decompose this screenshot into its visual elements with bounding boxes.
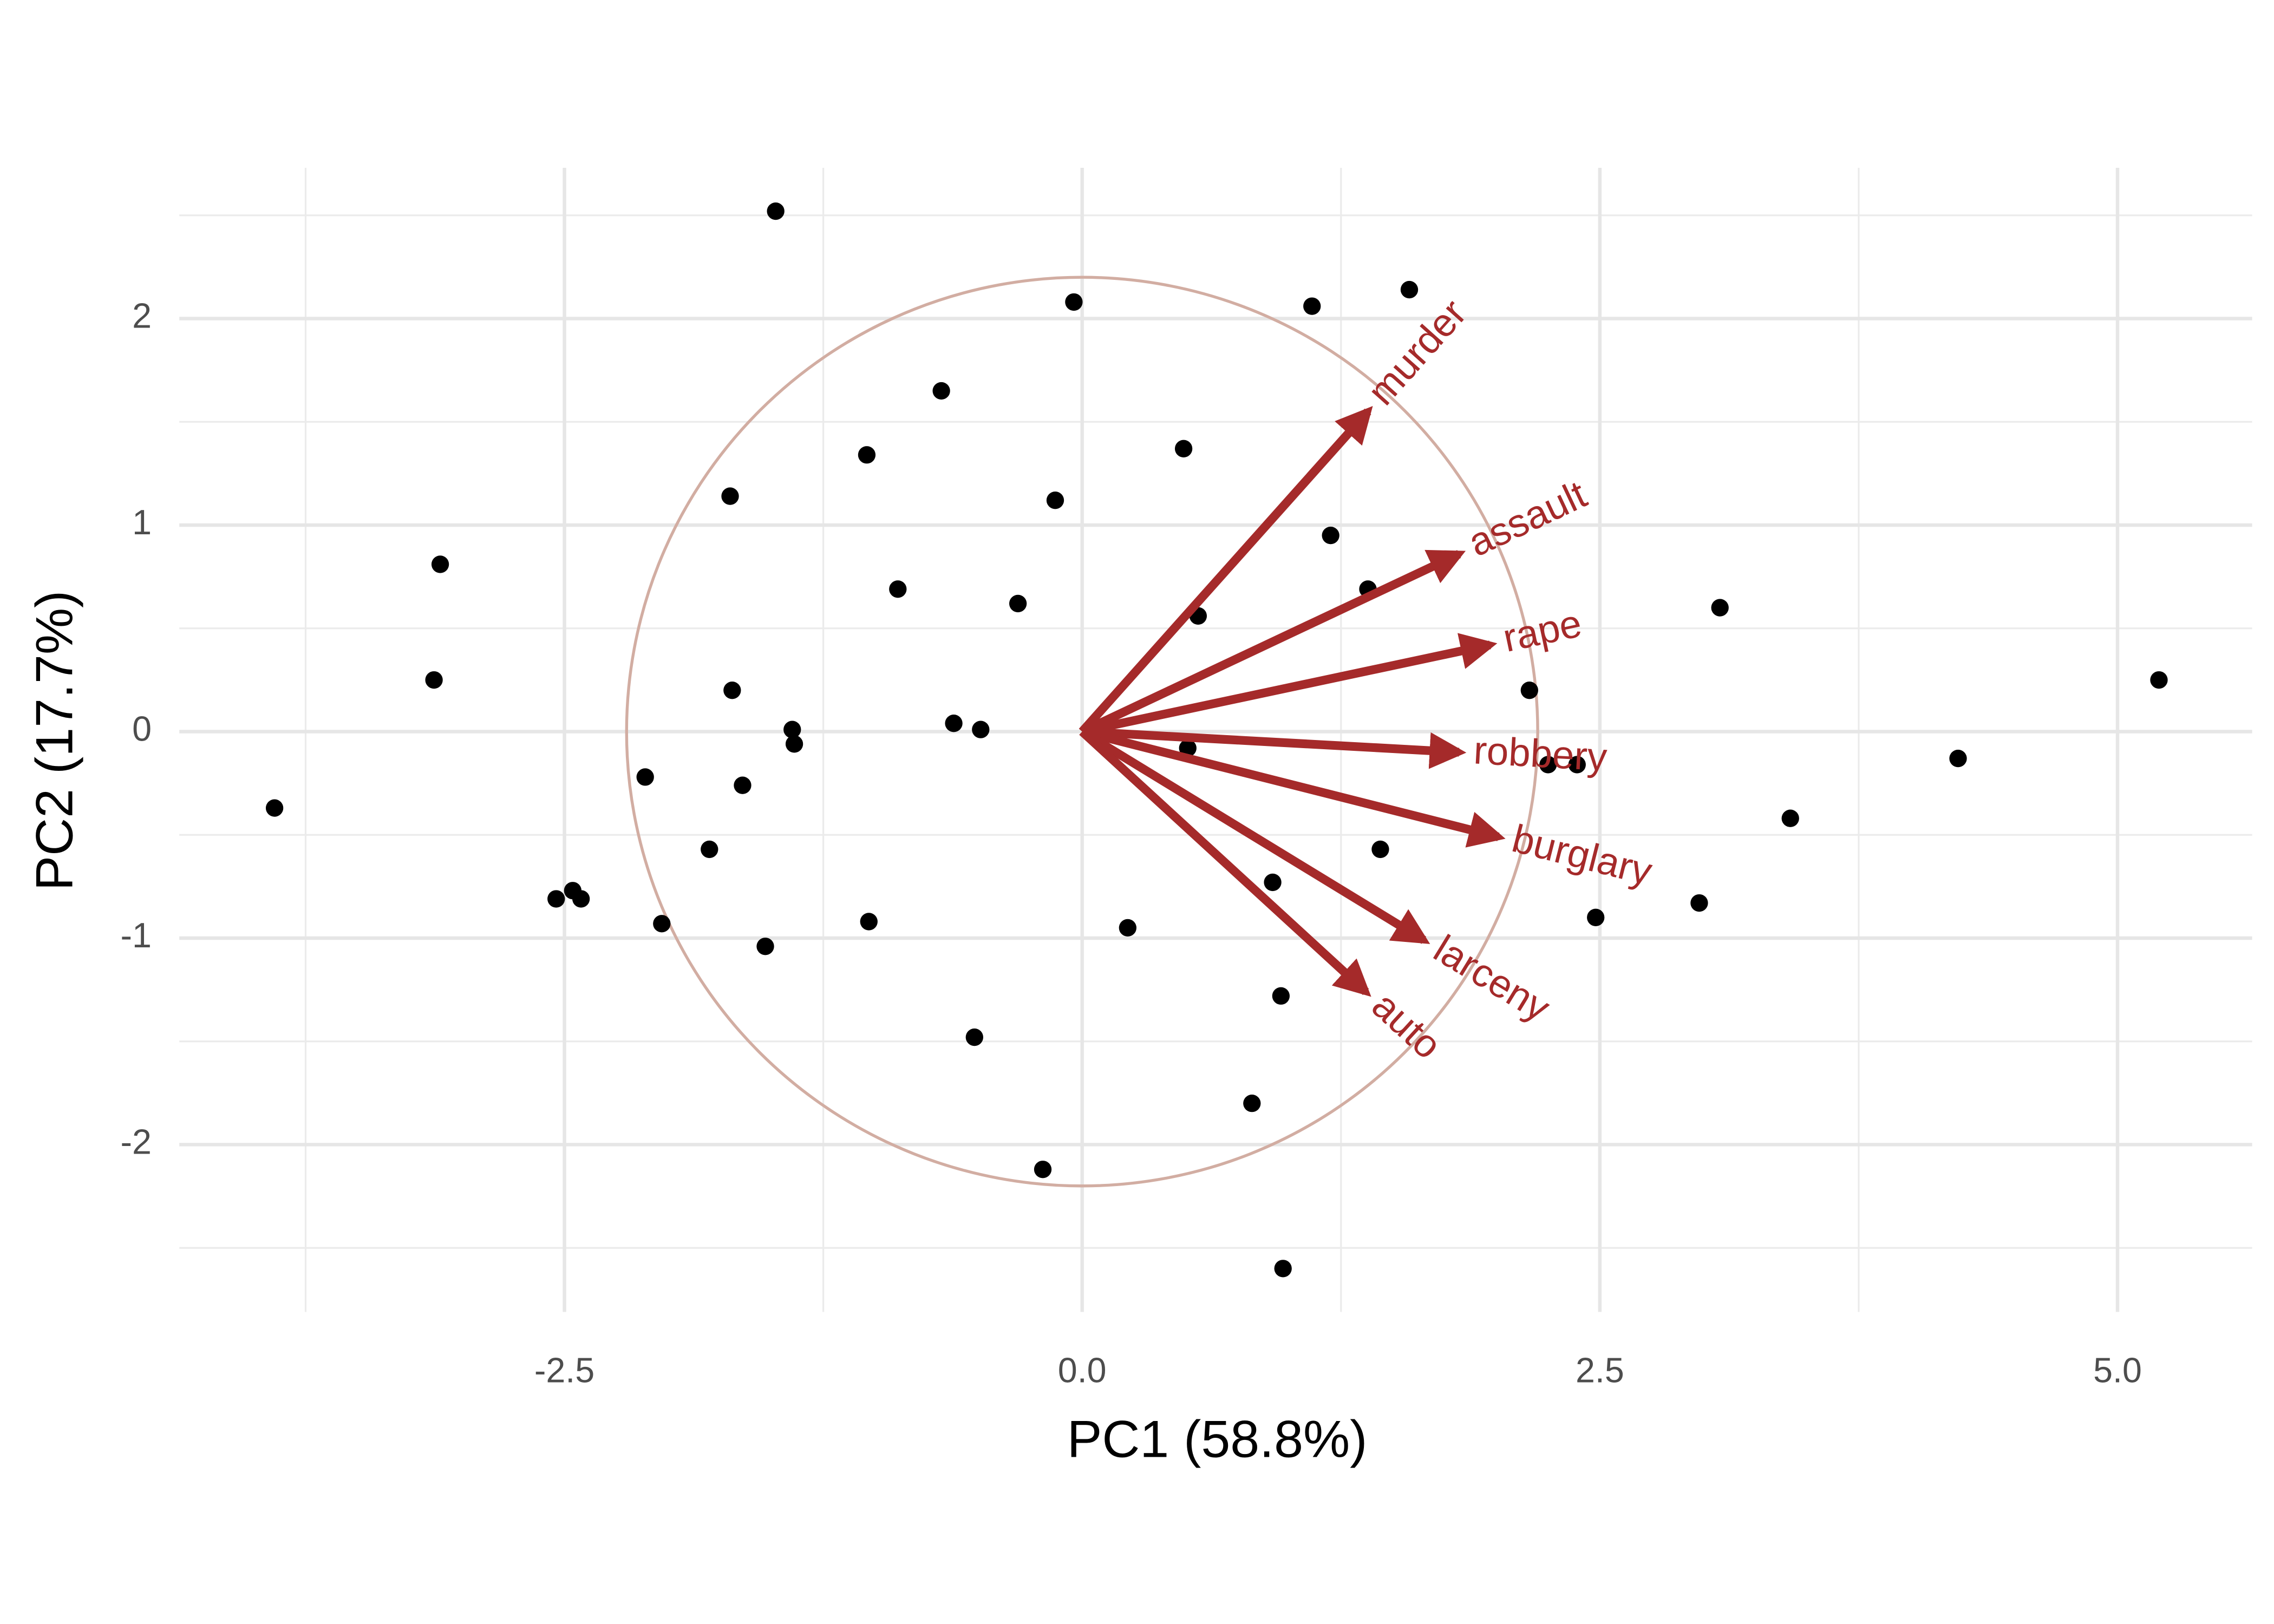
point bbox=[734, 776, 752, 794]
point bbox=[1243, 1095, 1261, 1112]
point bbox=[721, 487, 739, 505]
point bbox=[653, 915, 671, 933]
point bbox=[547, 890, 565, 908]
point bbox=[2150, 671, 2168, 689]
point bbox=[1690, 894, 1708, 912]
point bbox=[1274, 1260, 1292, 1278]
loading-label: robbery bbox=[1473, 728, 1609, 779]
x-axis-title: PC1 (58.8%) bbox=[1067, 1409, 1368, 1468]
point bbox=[1303, 297, 1321, 315]
y-tick-label: 2 bbox=[132, 297, 152, 336]
point bbox=[1046, 492, 1064, 509]
point bbox=[785, 735, 803, 753]
point bbox=[431, 555, 449, 573]
x-tick-label: 5.0 bbox=[2093, 1351, 2142, 1390]
y-tick-label: 1 bbox=[132, 503, 152, 542]
point bbox=[1065, 293, 1083, 311]
point bbox=[783, 721, 801, 738]
point bbox=[767, 202, 785, 220]
x-tick-label: 2.5 bbox=[1576, 1351, 1624, 1390]
point bbox=[1371, 840, 1389, 859]
point bbox=[1034, 1161, 1052, 1178]
point bbox=[265, 799, 284, 817]
loading-label: burglary bbox=[1508, 816, 1657, 894]
point bbox=[1711, 599, 1729, 617]
loading-arrow bbox=[1080, 728, 1430, 944]
y-tick-label: 0 bbox=[132, 710, 152, 749]
point bbox=[965, 1028, 983, 1046]
loading-label: larceny bbox=[1426, 927, 1558, 1031]
point bbox=[1119, 919, 1136, 937]
loading-arrow bbox=[1082, 727, 1467, 769]
point bbox=[1272, 987, 1290, 1005]
correlation-circle bbox=[625, 276, 1539, 1188]
point bbox=[1400, 280, 1419, 299]
point bbox=[860, 913, 878, 931]
loading-arrow bbox=[1081, 727, 1506, 848]
point bbox=[1174, 440, 1193, 457]
point bbox=[1322, 526, 1339, 545]
point bbox=[756, 938, 774, 955]
loading-label: rape bbox=[1499, 601, 1585, 660]
point bbox=[1568, 756, 1586, 774]
loading-arrow bbox=[1080, 549, 1466, 736]
point bbox=[1520, 682, 1538, 699]
x-tick-label: -2.5 bbox=[534, 1351, 594, 1390]
y-axis-title: PC2 (17.7%) bbox=[24, 591, 83, 891]
point bbox=[1949, 749, 1967, 768]
x-tick-label: 0.0 bbox=[1058, 1351, 1107, 1390]
point bbox=[723, 682, 741, 699]
point bbox=[1781, 809, 1799, 827]
loading-label: murder bbox=[1359, 291, 1475, 414]
point bbox=[425, 671, 443, 689]
y-tick-label: -1 bbox=[121, 916, 152, 955]
point bbox=[972, 721, 990, 738]
loading-arrow bbox=[1081, 633, 1498, 736]
loading-label: auto bbox=[1364, 984, 1450, 1068]
point bbox=[636, 768, 654, 786]
loading-label: assault bbox=[1462, 472, 1593, 565]
point bbox=[1264, 873, 1282, 892]
y-tick-label: -2 bbox=[121, 1123, 152, 1162]
point bbox=[572, 890, 590, 908]
point bbox=[1539, 756, 1557, 774]
loading-arrow bbox=[1079, 406, 1373, 735]
point bbox=[945, 715, 963, 732]
point bbox=[701, 840, 718, 859]
loading-arrow bbox=[1079, 728, 1371, 997]
point bbox=[858, 446, 876, 464]
point bbox=[932, 382, 950, 400]
point bbox=[1179, 739, 1197, 757]
point bbox=[889, 580, 907, 598]
point bbox=[1587, 908, 1605, 926]
point bbox=[1009, 594, 1027, 613]
